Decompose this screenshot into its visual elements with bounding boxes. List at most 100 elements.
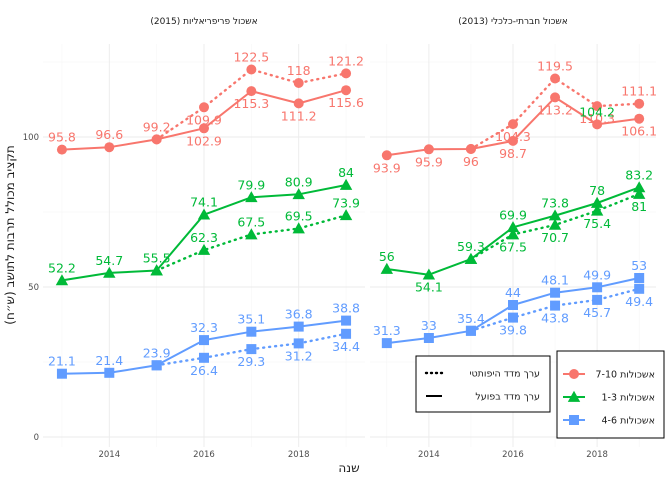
- x-tick-label: 2016: [193, 450, 215, 460]
- data-point-g46: [423, 333, 434, 343]
- legend-key-marker-g13: [567, 390, 581, 402]
- legend-label: אשכולות 4-6: [602, 416, 655, 427]
- data-point-g46: [246, 326, 257, 337]
- data-point-g46: [381, 338, 392, 349]
- data-point-g46: [508, 300, 518, 310]
- facet-panel-0: אשכול פריפריאליות (2015) 2014 2016 2018 0 50 1…: [23, 17, 365, 460]
- data-point-g46: [104, 367, 115, 378]
- data-label: 121.2: [328, 53, 364, 68]
- x-axis-title: שנה: [338, 461, 359, 475]
- data-point-g710: [550, 92, 561, 103]
- data-point-g46: [592, 294, 603, 305]
- data-label: 38.8: [332, 301, 360, 316]
- data-point-g13: [506, 228, 520, 240]
- data-label: 93.9: [373, 160, 401, 175]
- data-label: 55.5: [143, 251, 171, 266]
- data-label: 69.5: [285, 209, 313, 224]
- data-label: 102.9: [186, 133, 222, 148]
- data-label: 49.4: [625, 294, 653, 309]
- data-label: 73.8: [541, 196, 569, 211]
- series-line-g710-hypothetical: [155, 68, 348, 141]
- data-label: 104.3: [495, 129, 531, 144]
- data-label: 44: [505, 285, 521, 300]
- data-label: 54.7: [95, 253, 123, 268]
- data-label: 99.2: [143, 119, 171, 134]
- data-label: 74.1: [190, 195, 218, 210]
- data-point-g13: [339, 209, 353, 221]
- data-label: 21.1: [48, 354, 76, 369]
- data-label: 79.9: [237, 177, 265, 192]
- data-label: 104.2: [579, 104, 615, 119]
- data-point-g13: [197, 208, 211, 220]
- data-point-g710: [634, 113, 645, 124]
- x-tick-label: 2014: [418, 450, 440, 460]
- data-point-g13: [506, 221, 520, 233]
- data-point-g710: [592, 101, 603, 112]
- y-axis-title: תקציב מכולל תרבות לתושב (ש״ח): [3, 145, 17, 324]
- data-label: 35.4: [457, 311, 485, 326]
- data-point-g13: [422, 268, 436, 280]
- data-label: 54.1: [415, 280, 443, 295]
- x-tick-label: 2018: [586, 450, 608, 460]
- legend-linetype: ערך מדד היפותטי ערך מדד בפועל: [415, 355, 551, 413]
- data-point-g13: [245, 228, 258, 240]
- data-label: 29.3: [237, 354, 265, 369]
- series-line-g710-hypothetical: [469, 77, 641, 151]
- x-tick-label: 2018: [288, 450, 310, 460]
- data-point-g13: [245, 191, 258, 203]
- data-label: 36.8: [285, 307, 313, 322]
- data-point-g710: [199, 123, 209, 134]
- data-point-g710: [592, 119, 603, 130]
- data-label: 53: [631, 258, 647, 273]
- data-point-g46: [199, 335, 209, 346]
- data-label: 35.1: [237, 312, 265, 327]
- data-label: 84: [338, 165, 354, 180]
- legend-box: [415, 355, 551, 413]
- data-point-g46: [508, 312, 518, 323]
- data-point-g46: [465, 325, 476, 336]
- data-point-g46: [293, 338, 304, 349]
- data-point-g710: [293, 78, 304, 88]
- data-point-g710: [550, 73, 561, 84]
- data-label: 32.3: [190, 320, 218, 335]
- data-point-g710: [246, 64, 257, 75]
- data-label: 75.4: [583, 216, 611, 231]
- x-tick-label: 2016: [502, 450, 524, 460]
- legend-label: ערך מדד בפועל: [475, 392, 540, 403]
- data-label: 95.8: [48, 130, 76, 145]
- data-point-g46: [199, 352, 209, 363]
- data-point-g46: [293, 321, 304, 332]
- legend-key-marker-g710: [569, 369, 579, 379]
- data-point-g46: [550, 287, 561, 298]
- y-tick-label: 50: [28, 283, 39, 293]
- data-label: 118: [287, 63, 311, 78]
- data-point-g46: [341, 328, 352, 339]
- data-label: 21.4: [95, 353, 123, 368]
- data-label: 34.4: [332, 339, 360, 354]
- data-label: 95.9: [415, 154, 443, 169]
- data-point-g710: [508, 119, 518, 130]
- legend-groups: אשכולות 7-10 אשכולות 1-3 אשכולות 4-6: [556, 350, 665, 439]
- data-label: 39.8: [499, 323, 527, 338]
- legend-key-marker-g46: [569, 415, 579, 425]
- data-label: 81: [631, 199, 647, 214]
- data-label: 31.2: [285, 348, 313, 363]
- data-label: 96.6: [95, 127, 123, 142]
- data-label: 122.5: [233, 50, 269, 65]
- data-point-g13: [548, 209, 562, 221]
- data-point-g46: [246, 344, 257, 355]
- data-point-g710: [341, 85, 352, 96]
- data-point-g710: [465, 144, 476, 154]
- data-point-g13: [292, 188, 305, 200]
- data-point-g46: [634, 273, 645, 283]
- data-label: 67.5: [499, 240, 527, 255]
- data-point-g13: [55, 274, 69, 286]
- facet-title: אשכול פריפריאליות (2015): [150, 17, 257, 27]
- data-point-g46: [550, 300, 561, 311]
- data-label: 111.1: [621, 84, 657, 99]
- data-label: 59.3: [457, 239, 485, 254]
- data-label: 115.3: [233, 96, 269, 111]
- legend-label: ערך מדד היפותטי: [469, 369, 540, 380]
